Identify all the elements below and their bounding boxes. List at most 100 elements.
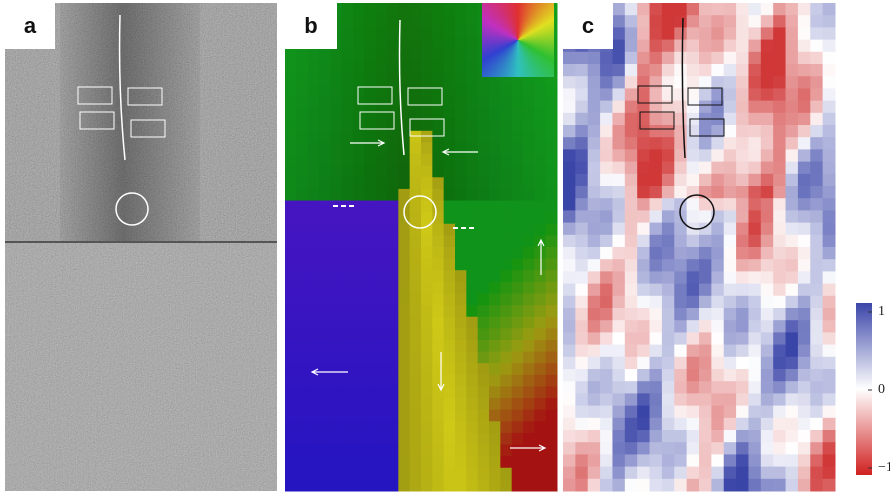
cell [823,101,836,114]
cell [421,84,433,96]
cell [724,381,737,394]
cell [637,174,650,187]
cell [563,125,576,138]
cell [489,131,501,143]
cell [687,467,700,480]
cell [534,410,546,422]
cell [330,247,342,259]
cell [410,201,422,213]
cell [466,61,478,73]
cell [330,433,342,445]
cell [319,282,331,294]
cell [410,73,422,85]
cell [773,174,786,187]
cell [376,38,388,50]
cell [342,38,354,50]
cell [637,3,650,16]
cell [308,73,320,85]
cell [319,61,331,73]
cell [444,398,456,410]
cell [563,186,576,199]
cell [387,479,399,491]
cell [650,88,663,101]
cell [444,328,456,340]
cell [296,73,308,85]
cell [285,305,297,317]
cell [625,125,638,138]
cell [546,259,558,271]
cell [308,456,320,468]
cell [444,421,456,433]
cell [376,421,388,433]
cell [773,467,786,480]
cell [398,328,410,340]
cell [823,345,836,358]
cell [823,223,836,236]
cell [773,381,786,394]
cell [563,235,576,248]
cell [674,3,687,16]
cell [724,479,737,492]
cell [546,433,558,445]
cell [342,259,354,271]
cell [786,101,799,114]
cell [534,119,546,131]
cell [600,308,613,321]
cell [650,430,663,443]
cell [534,282,546,294]
cell [342,328,354,340]
cell [563,76,576,89]
cell [711,76,724,89]
cell [342,189,354,201]
cell [512,142,524,154]
cell [376,282,388,294]
cell [736,113,749,126]
cell [330,154,342,166]
cell [637,454,650,467]
cell [308,166,320,178]
cell [575,247,588,260]
cell [650,406,663,419]
cell [319,108,331,120]
cell [455,259,467,271]
cell [823,64,836,77]
cell [296,235,308,247]
cell [600,345,613,358]
cell [588,430,601,443]
cell [761,64,774,77]
cell [575,52,588,65]
cell [575,284,588,297]
cell [625,418,638,431]
cell [662,296,675,309]
cell [662,284,675,297]
cell [563,357,576,370]
cell [575,406,588,419]
cell [748,418,761,431]
cell [296,433,308,445]
cell [711,308,724,321]
cell [662,442,675,455]
cell [410,154,422,166]
cell [563,137,576,150]
cell [319,305,331,317]
cell [421,305,433,317]
cell [330,235,342,247]
cell [296,154,308,166]
cell [736,369,749,382]
cell [455,340,467,352]
cell [489,84,501,96]
cell [376,259,388,271]
cell [575,418,588,431]
cell [444,386,456,398]
cell [612,357,625,370]
cell [534,154,546,166]
cell [736,210,749,223]
cell [296,84,308,96]
cell [823,320,836,333]
cell [724,308,737,321]
cell [342,49,354,61]
cell [296,293,308,305]
cell [761,15,774,28]
cell [330,293,342,305]
cell [398,166,410,178]
